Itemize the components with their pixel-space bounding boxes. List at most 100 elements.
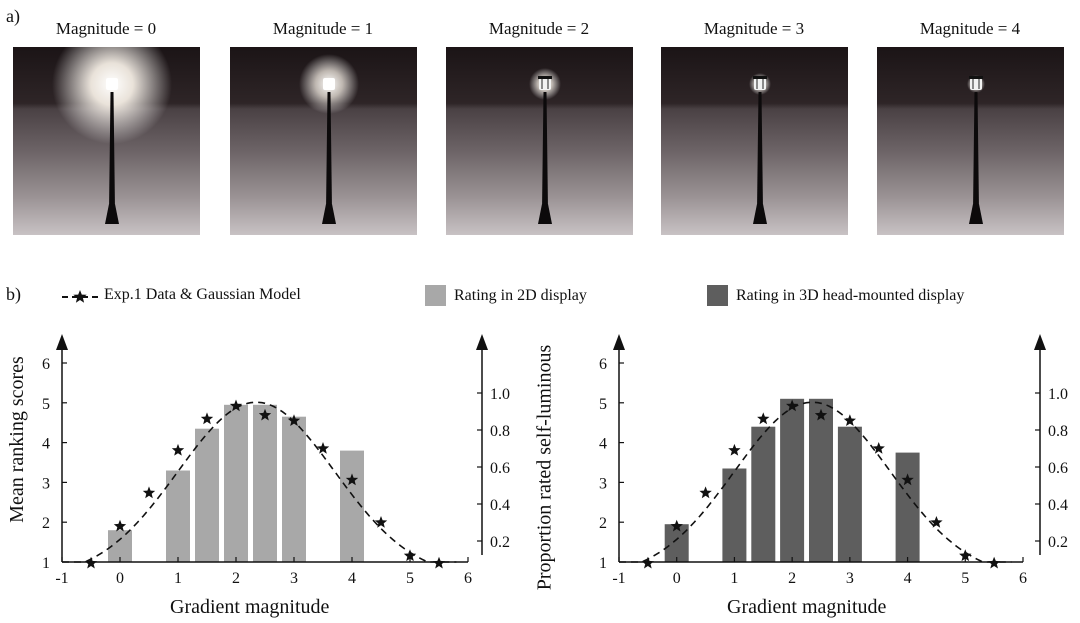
- bar: [253, 404, 277, 562]
- data-point-star: [757, 412, 770, 425]
- y2-tick-label: 0.4: [1048, 497, 1068, 514]
- y2-tick-label: 0.8: [1048, 423, 1068, 440]
- gaussian-model-curve: [62, 401, 457, 563]
- y2-tick-label: 0.6: [490, 460, 510, 477]
- data-point-star: [901, 473, 914, 486]
- data-point-star: [113, 519, 127, 532]
- x-tick-label: 4: [904, 570, 912, 587]
- x-tick-label: 1: [730, 570, 738, 587]
- data-point-star: [142, 486, 156, 499]
- y2-tick-label: 0.8: [490, 423, 510, 440]
- bar: [166, 470, 190, 562]
- data-point-star: [959, 549, 972, 562]
- y-tick-label: 2: [42, 515, 50, 532]
- lamp-photo-3: [661, 47, 848, 235]
- x-tick-label: 3: [290, 570, 298, 587]
- magnitude-title-1: Magnitude = 1: [272, 19, 374, 38]
- x-tick-label: 1: [174, 570, 182, 587]
- y-tick-label: 2: [599, 515, 607, 532]
- y2-tick-label: 0.6: [1048, 460, 1068, 477]
- y-axis-arrow-icon: [613, 334, 625, 350]
- x-tick-label: 0: [673, 570, 681, 587]
- data-point-star: [229, 399, 243, 412]
- x-tick-label: -1: [55, 570, 68, 587]
- bar: [780, 398, 805, 562]
- x-tick-label: 3: [846, 570, 854, 587]
- legend-2d: Rating in 2D display: [425, 285, 587, 306]
- magnitude-title-3: Magnitude = 3: [703, 19, 805, 38]
- x-tick-label: 2: [232, 570, 240, 587]
- data-point-star: [670, 519, 683, 532]
- y-tick-label: 4: [599, 436, 607, 453]
- data-point-star: [814, 408, 828, 421]
- panel-a-label: a): [6, 6, 20, 26]
- data-point-star: [872, 442, 885, 454]
- y-tick-label: 5: [42, 396, 50, 413]
- y2-tick-label: 0.2: [490, 534, 510, 551]
- y-tick-label: 3: [42, 475, 50, 492]
- street-lamp-icon: [749, 73, 771, 224]
- data-point-star: [728, 443, 741, 456]
- legend-2d-swatch: [425, 285, 446, 306]
- x-tick-label: 4: [348, 570, 356, 587]
- lamp-photo-0: [13, 47, 200, 235]
- y-tick-label: 6: [42, 356, 50, 373]
- bar: [895, 452, 920, 562]
- y2-tick-label: 0.4: [490, 497, 510, 514]
- y-tick-label: 4: [42, 436, 50, 453]
- magnitude-title-4: Magnitude = 4: [919, 19, 1021, 38]
- x-tick-label: 5: [961, 570, 969, 587]
- x-tick-label: 6: [1019, 570, 1027, 587]
- data-point-star: [403, 549, 417, 562]
- bar: [340, 450, 364, 562]
- x-tick-label: 0: [116, 570, 124, 587]
- bar: [722, 468, 747, 562]
- bar: [837, 426, 862, 562]
- data-point-star: [316, 442, 330, 454]
- panel-b-label: b): [6, 284, 21, 304]
- data-point-star: [786, 399, 799, 412]
- y-axis-title-left: Mean ranking scores: [5, 356, 28, 523]
- bar: [224, 404, 248, 562]
- x-tick-label: -1: [612, 570, 625, 587]
- street-lamp-icon: [529, 68, 561, 224]
- legend-star-line-icon: [62, 290, 98, 303]
- data-point-star: [843, 414, 856, 426]
- y2-axis-arrow-icon: [476, 334, 488, 350]
- data-point-star: [699, 486, 712, 499]
- y-tick-label: 6: [599, 356, 607, 373]
- lamp-photo-2: [446, 47, 633, 235]
- data-point-star: [930, 516, 943, 528]
- y-tick-label: 1: [599, 555, 607, 572]
- magnitude-title-0: Magnitude = 0: [55, 19, 157, 38]
- bar: [195, 428, 219, 562]
- y-tick-label: 3: [599, 475, 607, 492]
- bar: [664, 524, 689, 562]
- lamp-photo-1: [230, 47, 417, 235]
- street-lamp-icon: [967, 75, 985, 224]
- data-point-star: [287, 414, 301, 426]
- y2-axis-arrow-icon: [1034, 334, 1046, 350]
- y2-tick-label: 0.2: [1048, 534, 1068, 551]
- data-point-star: [171, 443, 185, 456]
- y2-axis-title: Proportion rated self-luminous: [533, 344, 556, 591]
- x-tick-label: 6: [464, 570, 472, 587]
- data-point-star: [374, 516, 388, 528]
- y2-tick-label: 1.0: [490, 386, 510, 403]
- street-lamp-icon: [299, 54, 359, 224]
- y-tick-label: 1: [42, 555, 50, 572]
- x-axis-title-right: Gradient magnitude: [727, 596, 887, 618]
- bar: [809, 398, 833, 562]
- legend-2d-label: Rating in 2D display: [454, 286, 587, 304]
- x-axis-title-left: Gradient magnitude: [170, 596, 330, 618]
- legend-model-label: Exp.1 Data & Gaussian Model: [104, 286, 301, 303]
- magnitude-title-2: Magnitude = 2: [488, 19, 590, 38]
- chart-3d: -1 0 1 2 3 4 5 6 1 2 3 4 5 6 0.2 0.4 0.6 0.8 1.0: [599, 334, 1068, 587]
- data-point-star: [345, 473, 359, 486]
- legend-model: Exp.1 Data & Gaussian Model: [62, 285, 301, 305]
- street-lamp-icon: [52, 47, 172, 224]
- y-tick-label: 5: [599, 396, 607, 413]
- lamp-photo-4: [877, 47, 1064, 235]
- chart-2d: -1 0 1 2 3 4 5 6 1 2 3 4 5 6 0.2 0.4 0.6 0.8 1.0: [42, 334, 510, 587]
